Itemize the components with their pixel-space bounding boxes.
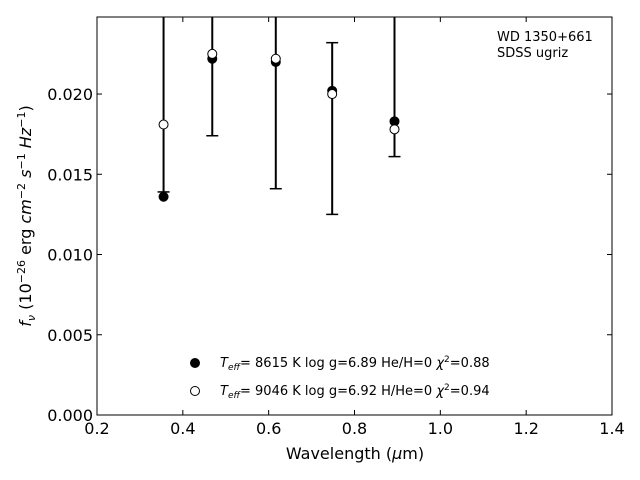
x-tick-label: 1.4 (599, 419, 624, 438)
x-axis-label: Wavelength (μm) (286, 444, 424, 463)
data-point-open (207, 48, 218, 59)
legend: Teff= 8615 K log g=6.89 He/H=0 χ2=0.88 T… (190, 355, 490, 401)
annotation-line-1: WD 1350+661 (497, 30, 593, 45)
data-point-open (389, 124, 400, 135)
y-tick-label: 0.015 (47, 165, 93, 184)
x-tick-label: 0.4 (170, 419, 195, 438)
data-point-open (270, 53, 281, 64)
legend-1-comp: He/H=0 (381, 356, 432, 371)
data-point-filled (158, 191, 169, 202)
axis-ticks: 0.2 0.4 0.6 0.8 1.0 1.2 1.4 0.000 0.005 0.010 0.01… (47, 17, 625, 438)
legend-entry-2: Teff= 9046 K log g=6.92 H/He=0 χ2=0.94 (220, 383, 490, 401)
x-tick-label: 1.2 (513, 419, 538, 438)
legend-1-chi: =0.88 (450, 356, 490, 371)
x-tick-label: 0.6 (256, 419, 281, 438)
legend-2-chi: =0.94 (450, 384, 490, 399)
data-point-open (327, 89, 338, 100)
annotation-line-2: SDSS ugriz (497, 46, 568, 61)
legend-2-comp: H/He=0 (381, 384, 432, 399)
legend-2-logg: log g=6.92 (305, 384, 377, 399)
x-tick-label: 0.2 (84, 419, 109, 438)
legend-entry-1: Teff= 8615 K log g=6.89 He/H=0 χ2=0.88 (220, 355, 490, 373)
x-tick-label: 0.8 (342, 419, 367, 438)
legend-marker-filled (190, 358, 200, 368)
data-markers (158, 48, 400, 202)
x-tick-label: 1.0 (428, 419, 453, 438)
legend-marker-open (190, 386, 200, 396)
data-point-open (158, 119, 169, 130)
legend-1-teff: 8615 K (255, 356, 301, 371)
y-tick-label: 0.005 (47, 326, 93, 345)
y-tick-label: 0.010 (47, 246, 93, 265)
y-tick-label: 0.000 (47, 406, 93, 425)
error-bars (157, 17, 401, 216)
y-axis-label: fν (10−26 erg cm−2 s−1 Hz−1) (15, 105, 38, 326)
legend-2-teff: 9046 K (255, 384, 301, 399)
legend-1-logg: log g=6.89 (305, 356, 377, 371)
y-tick-label: 0.020 (47, 85, 93, 104)
